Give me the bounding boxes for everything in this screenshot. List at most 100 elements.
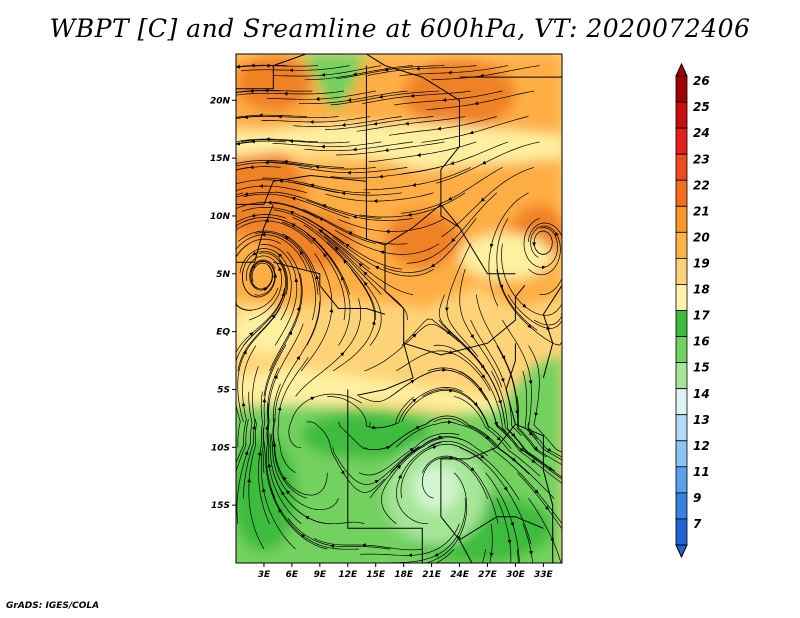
streamline <box>239 248 292 321</box>
streamline <box>338 217 445 232</box>
streamline <box>527 222 562 295</box>
hot-spot-central <box>385 210 460 269</box>
colorbar-swatch <box>675 231 688 259</box>
streamline <box>527 421 562 458</box>
streamline <box>236 202 319 219</box>
streamline <box>295 298 362 397</box>
streamline <box>236 162 313 168</box>
streamline <box>496 269 562 346</box>
colorbar-label: 14 <box>693 387 710 401</box>
streamline <box>488 192 529 307</box>
streamline <box>533 315 562 326</box>
pale-band-north <box>236 123 562 170</box>
streamline <box>304 141 414 152</box>
streamline <box>241 206 345 244</box>
streamline <box>453 396 541 477</box>
green-dark-north <box>301 412 432 459</box>
streamline <box>422 457 488 499</box>
x-tick-label: 15E <box>366 570 386 580</box>
streamline <box>282 221 346 321</box>
border-line <box>347 389 423 563</box>
streamline <box>300 253 333 372</box>
streamline <box>236 65 319 68</box>
streamline <box>273 472 365 525</box>
streamline <box>369 387 463 429</box>
colorbar-label: 7 <box>693 517 702 531</box>
y-tick-label: 15S <box>211 501 230 511</box>
streamline <box>489 523 493 563</box>
streamline <box>390 369 487 401</box>
border-line <box>236 174 386 292</box>
streamline <box>394 90 503 106</box>
streamline-arrow <box>232 262 234 267</box>
streamline <box>400 167 503 214</box>
border-line <box>273 261 321 286</box>
streamline <box>236 90 345 96</box>
streamline <box>236 160 345 168</box>
streamline <box>236 64 287 68</box>
x-tick-label: 33E <box>534 570 554 580</box>
y-tick-label: 15N <box>210 154 231 164</box>
y-tick-label: 10N <box>210 212 231 222</box>
chart-title: WBPT [C] and Sreamline at 600hPa, VT: 20… <box>49 14 751 43</box>
streamline <box>363 167 471 191</box>
streamline <box>240 139 350 144</box>
streamline <box>236 191 276 198</box>
streamline <box>330 167 440 179</box>
border-line <box>366 54 460 228</box>
streamline <box>436 141 540 184</box>
streamlines <box>232 63 562 569</box>
streamline <box>236 114 307 118</box>
border-line <box>440 423 544 541</box>
streamline <box>528 345 562 453</box>
colorbar-swatch <box>675 518 688 546</box>
streamline <box>424 472 468 563</box>
streamline <box>236 141 255 145</box>
colorbar-label: 24 <box>693 126 710 140</box>
streamline <box>237 306 281 423</box>
colorbar-swatch <box>675 440 688 468</box>
streamline <box>236 185 307 194</box>
streamline <box>236 419 249 473</box>
colorbar-swatch <box>675 310 688 337</box>
colorbar-min-arrow <box>675 544 688 559</box>
streamline <box>236 234 308 270</box>
y-tick-label: 20N <box>210 96 231 106</box>
streamline <box>250 261 276 296</box>
streamline <box>272 65 382 77</box>
x-tick-label: 3E <box>258 570 271 580</box>
streamline <box>330 90 440 106</box>
streamline <box>446 243 479 357</box>
streamline <box>246 255 283 321</box>
colorbar-label: 25 <box>693 100 710 114</box>
colorbar-swatch <box>675 205 688 233</box>
streamline <box>401 318 488 375</box>
streamline <box>266 217 350 295</box>
streamline <box>388 116 497 136</box>
streamline <box>435 548 455 563</box>
streamline <box>293 182 402 196</box>
streamline <box>236 192 244 196</box>
streamline <box>266 161 376 170</box>
x-tick-label: 30E <box>506 570 526 580</box>
streamline <box>496 498 512 563</box>
streamline <box>459 446 532 544</box>
streamline <box>236 220 313 244</box>
streamline <box>287 518 391 550</box>
streamline <box>272 383 307 499</box>
streamline-arrow <box>480 564 482 569</box>
colorbar-label: 19 <box>693 257 710 271</box>
streamline <box>266 367 279 499</box>
pale-patch-west <box>236 308 297 355</box>
streamline <box>490 447 562 525</box>
streamline <box>255 232 316 321</box>
border-line <box>236 204 274 263</box>
streamline <box>293 116 402 127</box>
streamline <box>427 440 520 501</box>
colorbar-label: 13 <box>693 413 710 427</box>
streamline <box>236 115 339 119</box>
y-tick-label: 5S <box>217 385 230 395</box>
streamline <box>323 235 408 321</box>
streamline <box>262 177 371 194</box>
streamline <box>490 370 556 472</box>
